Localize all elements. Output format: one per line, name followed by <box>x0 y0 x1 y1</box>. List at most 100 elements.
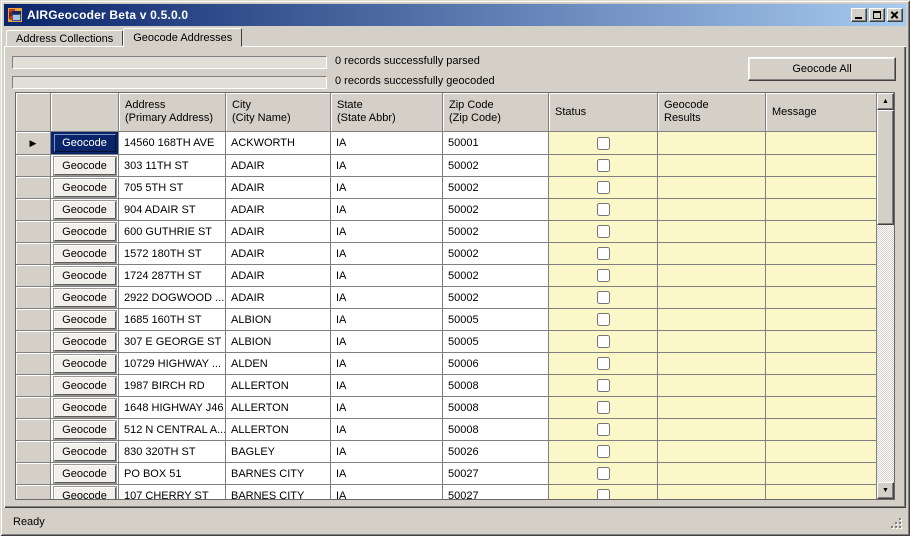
address-cell[interactable]: 1685 160TH ST <box>119 309 226 331</box>
column-header-geocode-button[interactable] <box>51 93 119 132</box>
message-cell[interactable] <box>766 419 877 441</box>
vertical-scrollbar[interactable]: ▲ ▼ <box>877 93 894 499</box>
message-cell[interactable] <box>766 265 877 287</box>
column-header-address[interactable]: Address (Primary Address) <box>119 93 226 132</box>
close-button[interactable] <box>887 8 903 22</box>
geocode-results-cell[interactable] <box>658 441 766 463</box>
message-cell[interactable] <box>766 243 877 265</box>
status-checkbox[interactable] <box>597 313 610 326</box>
city-cell[interactable]: ADAIR <box>226 177 331 199</box>
column-header-rowselector[interactable] <box>16 93 51 132</box>
city-cell[interactable]: ADAIR <box>226 265 331 287</box>
zip-cell[interactable]: 50002 <box>443 155 549 177</box>
zip-cell[interactable]: 50002 <box>443 265 549 287</box>
geocode-button[interactable]: Geocode <box>53 354 116 373</box>
city-cell[interactable]: ALBION <box>226 309 331 331</box>
row-header-cell[interactable] <box>16 463 51 485</box>
geocode-button[interactable]: Geocode <box>53 244 116 263</box>
status-checkbox[interactable] <box>597 225 610 238</box>
row-header-cell[interactable] <box>16 353 51 375</box>
state-cell[interactable]: IA <box>331 287 443 309</box>
zip-cell[interactable]: 50001 <box>443 132 549 155</box>
geocode-results-cell[interactable] <box>658 199 766 221</box>
address-cell[interactable]: 830 320TH ST <box>119 441 226 463</box>
state-cell[interactable]: IA <box>331 132 443 155</box>
zip-cell[interactable]: 50027 <box>443 463 549 485</box>
status-checkbox[interactable] <box>597 247 610 260</box>
state-cell[interactable]: IA <box>331 331 443 353</box>
address-cell[interactable]: 1648 HIGHWAY J46 <box>119 397 226 419</box>
zip-cell[interactable]: 50002 <box>443 243 549 265</box>
address-cell[interactable]: 600 GUTHRIE ST <box>119 221 226 243</box>
geocode-button[interactable]: Geocode <box>53 200 116 219</box>
address-cell[interactable]: 705 5TH ST <box>119 177 226 199</box>
row-header-cell[interactable] <box>16 221 51 243</box>
geocode-button[interactable]: Geocode <box>53 310 116 329</box>
row-header-cell[interactable]: ▶ <box>16 132 51 155</box>
message-cell[interactable] <box>766 441 877 463</box>
address-cell[interactable]: 2922 DOGWOOD ... <box>119 287 226 309</box>
address-cell[interactable]: 14560 168TH AVE <box>119 132 226 155</box>
row-header-cell[interactable] <box>16 155 51 177</box>
status-checkbox[interactable] <box>597 357 610 370</box>
geocode-results-cell[interactable] <box>658 155 766 177</box>
row-header-cell[interactable] <box>16 265 51 287</box>
status-checkbox[interactable] <box>597 335 610 348</box>
status-checkbox[interactable] <box>597 159 610 172</box>
zip-cell[interactable]: 50008 <box>443 419 549 441</box>
city-cell[interactable]: ACKWORTH <box>226 132 331 155</box>
status-checkbox[interactable] <box>597 269 610 282</box>
row-header-cell[interactable] <box>16 309 51 331</box>
row-header-cell[interactable] <box>16 441 51 463</box>
state-cell[interactable]: IA <box>331 441 443 463</box>
zip-cell[interactable]: 50002 <box>443 221 549 243</box>
status-checkbox[interactable] <box>597 445 610 458</box>
zip-cell[interactable]: 50006 <box>443 353 549 375</box>
geocode-button[interactable]: Geocode <box>53 266 116 285</box>
zip-cell[interactable]: 50002 <box>443 199 549 221</box>
column-header-city[interactable]: City (City Name) <box>226 93 331 132</box>
geocode-button[interactable]: Geocode <box>53 156 116 175</box>
geocode-button[interactable]: Geocode <box>53 420 116 439</box>
row-header-cell[interactable] <box>16 375 51 397</box>
geocode-button[interactable]: Geocode <box>53 178 116 197</box>
city-cell[interactable]: ALLERTON <box>226 397 331 419</box>
column-header-message[interactable]: Message <box>766 93 877 132</box>
city-cell[interactable]: ADAIR <box>226 287 331 309</box>
geocode-button[interactable]: Geocode <box>53 376 116 395</box>
address-cell[interactable]: 1987 BIRCH RD <box>119 375 226 397</box>
message-cell[interactable] <box>766 375 877 397</box>
address-cell[interactable]: 1572 180TH ST <box>119 243 226 265</box>
row-header-cell[interactable] <box>16 397 51 419</box>
message-cell[interactable] <box>766 199 877 221</box>
city-cell[interactable]: ALBION <box>226 331 331 353</box>
geocode-button[interactable]: Geocode <box>53 288 116 307</box>
state-cell[interactable]: IA <box>331 353 443 375</box>
row-header-cell[interactable] <box>16 419 51 441</box>
message-cell[interactable] <box>766 485 877 499</box>
status-checkbox[interactable] <box>597 203 610 216</box>
message-cell[interactable] <box>766 177 877 199</box>
geocode-button[interactable]: Geocode <box>53 442 116 461</box>
message-cell[interactable] <box>766 309 877 331</box>
message-cell[interactable] <box>766 287 877 309</box>
state-cell[interactable]: IA <box>331 155 443 177</box>
scroll-up-button[interactable]: ▲ <box>877 93 894 110</box>
status-checkbox[interactable] <box>597 467 610 480</box>
zip-cell[interactable]: 50005 <box>443 331 549 353</box>
status-checkbox[interactable] <box>597 291 610 304</box>
geocode-results-cell[interactable] <box>658 265 766 287</box>
state-cell[interactable]: IA <box>331 309 443 331</box>
city-cell[interactable]: ADAIR <box>226 243 331 265</box>
column-header-geocode-results[interactable]: Geocode Results <box>658 93 766 132</box>
minimize-button[interactable] <box>851 8 867 22</box>
address-cell[interactable]: 307 E GEORGE ST <box>119 331 226 353</box>
geocode-results-cell[interactable] <box>658 331 766 353</box>
city-cell[interactable]: ADAIR <box>226 199 331 221</box>
address-cell[interactable]: PO BOX 51 <box>119 463 226 485</box>
geocode-results-cell[interactable] <box>658 309 766 331</box>
address-cell[interactable]: 904 ADAIR ST <box>119 199 226 221</box>
row-header-cell[interactable] <box>16 331 51 353</box>
state-cell[interactable]: IA <box>331 485 443 499</box>
scrollbar-thumb[interactable] <box>877 110 894 225</box>
